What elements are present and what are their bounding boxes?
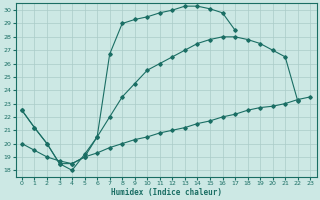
X-axis label: Humidex (Indice chaleur): Humidex (Indice chaleur) — [111, 188, 221, 197]
